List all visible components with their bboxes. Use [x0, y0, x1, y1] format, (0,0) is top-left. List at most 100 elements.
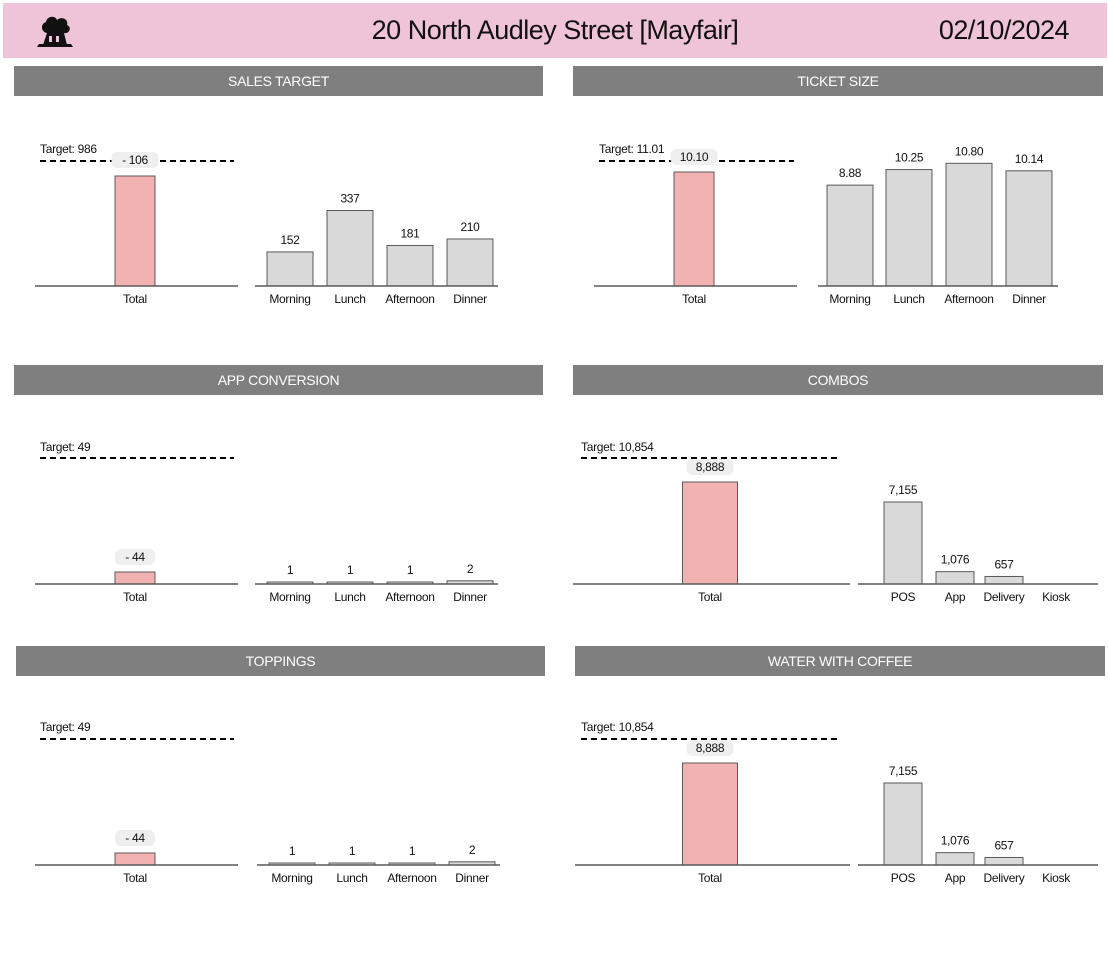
category-label: Total [123, 292, 147, 306]
category-label: Delivery [984, 871, 1025, 885]
category-label: Morning [269, 590, 310, 604]
report-date: 02/10/2024 [938, 15, 1070, 45]
category-label: Afternoon [387, 871, 436, 885]
chart-app-conversion: Target: 49 Total - 44 1 Morning 1 Lunch 1 Aftern… [35, 440, 498, 604]
category-label: App [945, 590, 966, 604]
category-label: POS [891, 871, 916, 885]
bar-total [114, 175, 156, 287]
bar-total [114, 571, 156, 585]
data-label-bg [686, 459, 734, 475]
category-label: Morning [271, 871, 312, 885]
category-label: POS [891, 590, 916, 604]
bar-afternoon [945, 162, 993, 287]
data-label: 1 [347, 563, 354, 577]
category-label: Afternoon [385, 590, 434, 604]
bar-total [682, 762, 738, 866]
data-label: 181 [400, 226, 420, 240]
bar-morning [266, 251, 314, 287]
panel-title-combos: COMBOS [573, 365, 1103, 395]
data-label: 2 [467, 562, 474, 576]
data-label-bg [115, 549, 155, 565]
data-label-bg [686, 740, 734, 756]
category-label: Afternoon [944, 292, 993, 306]
category-label: App [945, 871, 966, 885]
chart-ticket-size: Target: 11.01 Total 10.10 8.88 Morning 10.25 L… [594, 142, 1058, 306]
bar-total [682, 481, 738, 585]
category-label: Delivery [984, 590, 1025, 604]
panel-title-app-conversion: APP CONVERSION [14, 365, 543, 395]
bar-dinner [1005, 170, 1053, 287]
bar-lunch [326, 210, 374, 287]
bar-delivery [984, 575, 1024, 585]
target-label: Target: 49 [40, 440, 91, 454]
data-label: 2 [469, 843, 476, 857]
data-label: 1,076 [941, 553, 970, 567]
data-label: 1 [409, 844, 416, 858]
bar-app [935, 571, 975, 585]
category-label: Afternoon [385, 292, 434, 306]
category-label: Lunch [334, 590, 365, 604]
data-label: 1 [407, 563, 414, 577]
data-label: 1 [289, 844, 296, 858]
category-label: Morning [269, 292, 310, 306]
data-label-bg [670, 149, 718, 165]
data-label: 10.14 [1015, 152, 1044, 166]
category-label: Morning [829, 292, 870, 306]
category-label: Dinner [1012, 292, 1046, 306]
data-label: 1 [287, 563, 294, 577]
bar-delivery [984, 856, 1024, 866]
category-label: Kiosk [1042, 590, 1071, 604]
data-label: 337 [340, 192, 360, 206]
target-label: Target: 10,854 [581, 440, 654, 454]
bar-pos [883, 782, 923, 866]
category-label: Lunch [893, 292, 924, 306]
category-label: Lunch [334, 292, 365, 306]
data-label-bg [115, 830, 155, 846]
data-label: 1 [349, 844, 356, 858]
chart-combos: Target: 10,854 Total 8,888 7,155 POS 1,076 App… [573, 440, 1098, 604]
data-label: 210 [460, 220, 480, 234]
chart-water-with-coffee: Target: 10,854 Total 8,888 7,155 POS 1,076 App… [575, 720, 1098, 885]
target-label: Target: 986 [40, 142, 97, 156]
data-label-total: 8,888 [696, 741, 725, 755]
data-label: 8.88 [839, 166, 862, 180]
panel-title-ticket-size: TICKET SIZE [573, 66, 1103, 96]
panel-title-sales-target: SALES TARGET [14, 66, 543, 96]
target-label: Target: 10,854 [581, 720, 654, 734]
panel-title-water-with-coffee: WATER WITH COFFEE [575, 646, 1105, 676]
bar-afternoon [386, 244, 434, 287]
data-label: 657 [994, 838, 1014, 852]
bar-total [114, 852, 156, 866]
dashboard-header: 20 North Audley Street [Mayfair] 02/10/2… [3, 3, 1107, 58]
bar-morning [826, 184, 874, 287]
category-label: Total [698, 871, 722, 885]
data-label: 10.80 [955, 144, 984, 158]
data-label-total: - 44 [125, 831, 145, 845]
bar-app [935, 852, 975, 866]
data-label-bg [111, 152, 159, 168]
target-label: Target: 49 [40, 720, 91, 734]
category-label: Total [698, 590, 722, 604]
category-label: Total [682, 292, 706, 306]
category-label: Total [123, 871, 147, 885]
bar-dinner [446, 238, 494, 287]
category-label: Dinner [455, 871, 489, 885]
chart-toppings: Target: 49 Total - 44 1 Morning 1 Lunch 1 Aftern… [35, 720, 500, 885]
category-label: Lunch [336, 871, 367, 885]
data-label-total: 8,888 [696, 460, 725, 474]
category-label: Dinner [453, 292, 487, 306]
data-label-total: - 44 [125, 550, 145, 564]
category-label: Total [123, 590, 147, 604]
chart-sales-target: Target: 986 Total - 106 152 Morning 337 Lunch 1… [35, 142, 498, 306]
data-label: 1,076 [941, 834, 970, 848]
data-label: 7,155 [889, 764, 918, 778]
target-label: Target: 11.01 [599, 142, 665, 156]
data-label-total: - 106 [122, 153, 148, 167]
data-label-total: 10.10 [680, 150, 709, 164]
data-label: 7,155 [889, 483, 918, 497]
bar-lunch [885, 169, 933, 287]
chef-hat-logo-icon [37, 16, 73, 47]
bar-pos [883, 501, 923, 585]
data-label: 10.25 [895, 151, 924, 165]
